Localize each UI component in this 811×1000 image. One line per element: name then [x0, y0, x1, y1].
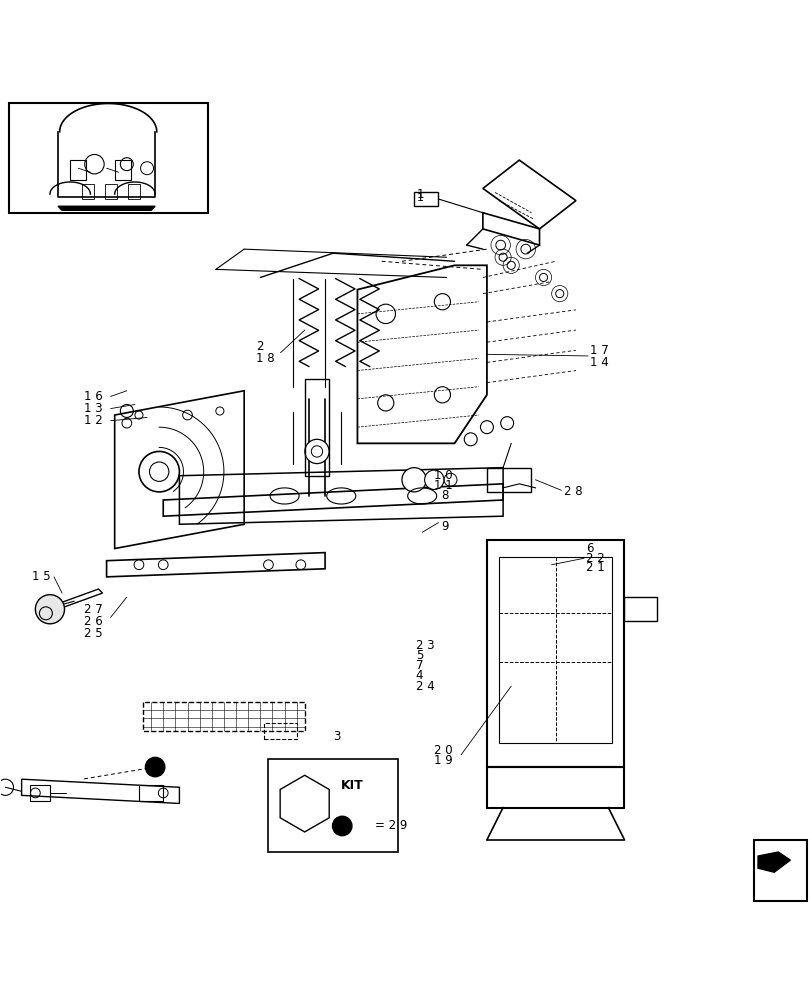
Text: 5: 5	[415, 649, 423, 662]
Bar	[304, 379, 328, 476]
Text: 2 8: 2 8	[563, 485, 581, 498]
Text: 1 4: 1 4	[589, 356, 607, 369]
Bar	[753, 840, 805, 901]
Text: 1 5: 1 5	[32, 570, 51, 583]
Polygon shape	[58, 206, 155, 210]
Text: 4: 4	[415, 669, 423, 682]
Circle shape	[464, 433, 477, 446]
Text: 2 7: 2 7	[84, 603, 102, 616]
Circle shape	[304, 439, 328, 464]
Text: 1 3: 1 3	[84, 402, 102, 415]
Circle shape	[480, 421, 493, 434]
Bar	[139, 785, 163, 801]
Text: 7: 7	[415, 659, 423, 672]
Circle shape	[139, 451, 179, 492]
Bar	[105, 184, 117, 199]
Text: 1: 1	[416, 188, 423, 201]
Circle shape	[401, 468, 426, 492]
Text: 1 1: 1 1	[434, 479, 453, 492]
Text: 9: 9	[440, 520, 448, 533]
Bar	[487, 468, 530, 492]
Bar	[30, 785, 50, 801]
Text: KIT: KIT	[341, 779, 363, 792]
Bar	[414, 192, 438, 206]
Polygon shape	[757, 852, 789, 872]
Text: 1 6: 1 6	[84, 390, 102, 403]
Text: 2 2: 2 2	[586, 552, 604, 565]
Bar	[114, 160, 131, 180]
Bar	[268, 759, 397, 852]
Text: = 2 9: = 2 9	[374, 819, 406, 832]
Circle shape	[500, 417, 513, 430]
Text: 2 1: 2 1	[586, 561, 604, 574]
Text: 1 7: 1 7	[589, 344, 607, 357]
Text: 1 9: 1 9	[434, 754, 453, 767]
Bar	[264, 723, 296, 739]
Text: 1 0: 1 0	[434, 469, 453, 482]
Circle shape	[333, 816, 351, 836]
Text: 2 4: 2 4	[415, 680, 434, 693]
Bar	[10, 103, 208, 213]
Text: 2 5: 2 5	[84, 627, 102, 640]
Circle shape	[424, 470, 444, 489]
Text: 1 8: 1 8	[256, 352, 275, 365]
Circle shape	[145, 757, 165, 777]
Text: 6: 6	[586, 542, 593, 555]
Bar	[82, 184, 94, 199]
Text: 2 3: 2 3	[415, 639, 434, 652]
Circle shape	[36, 595, 64, 624]
Text: 2 6: 2 6	[84, 615, 102, 628]
Text: 1 2: 1 2	[84, 414, 102, 427]
Bar	[70, 160, 86, 180]
Text: 8: 8	[440, 489, 448, 502]
Text: 3: 3	[333, 730, 340, 743]
Text: 1: 1	[416, 193, 423, 203]
Text: 2: 2	[256, 340, 264, 353]
Bar	[127, 184, 139, 199]
Text: 2 0: 2 0	[434, 744, 453, 757]
